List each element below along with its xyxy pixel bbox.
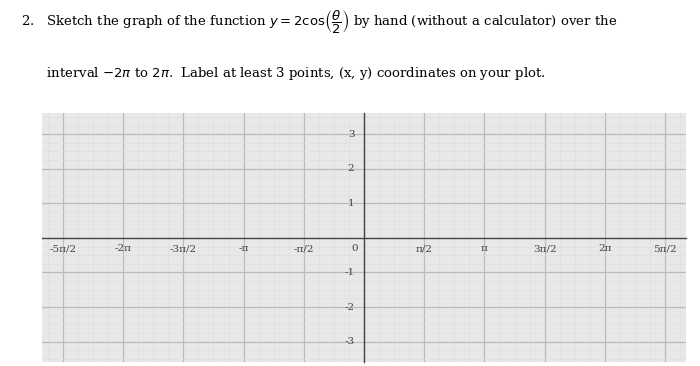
Text: 3: 3 [348, 130, 354, 139]
Text: 2: 2 [348, 164, 354, 173]
Text: π: π [481, 244, 488, 253]
Text: π/2: π/2 [416, 244, 433, 253]
Text: -2: -2 [344, 303, 354, 311]
Text: -2π: -2π [115, 244, 132, 253]
Text: 0: 0 [351, 244, 358, 253]
Text: -π: -π [239, 244, 248, 253]
Text: 3π/2: 3π/2 [533, 244, 557, 253]
Text: 1: 1 [348, 199, 354, 208]
Text: interval $-2\pi$ to $2\pi$.  Label at least 3 points, (x, y) coordinates on your: interval $-2\pi$ to $2\pi$. Label at lea… [21, 65, 545, 82]
Text: -5π/2: -5π/2 [50, 244, 76, 253]
Text: -1: -1 [344, 268, 354, 277]
Text: -3π/2: -3π/2 [170, 244, 197, 253]
Text: -π/2: -π/2 [293, 244, 314, 253]
Text: 5π/2: 5π/2 [653, 244, 677, 253]
Text: 2.   Sketch the graph of the function $y = 2\cos\!\left(\dfrac{\theta}{2}\right): 2. Sketch the graph of the function $y =… [21, 8, 617, 36]
Text: -3: -3 [344, 337, 354, 346]
Text: 2π: 2π [598, 244, 612, 253]
